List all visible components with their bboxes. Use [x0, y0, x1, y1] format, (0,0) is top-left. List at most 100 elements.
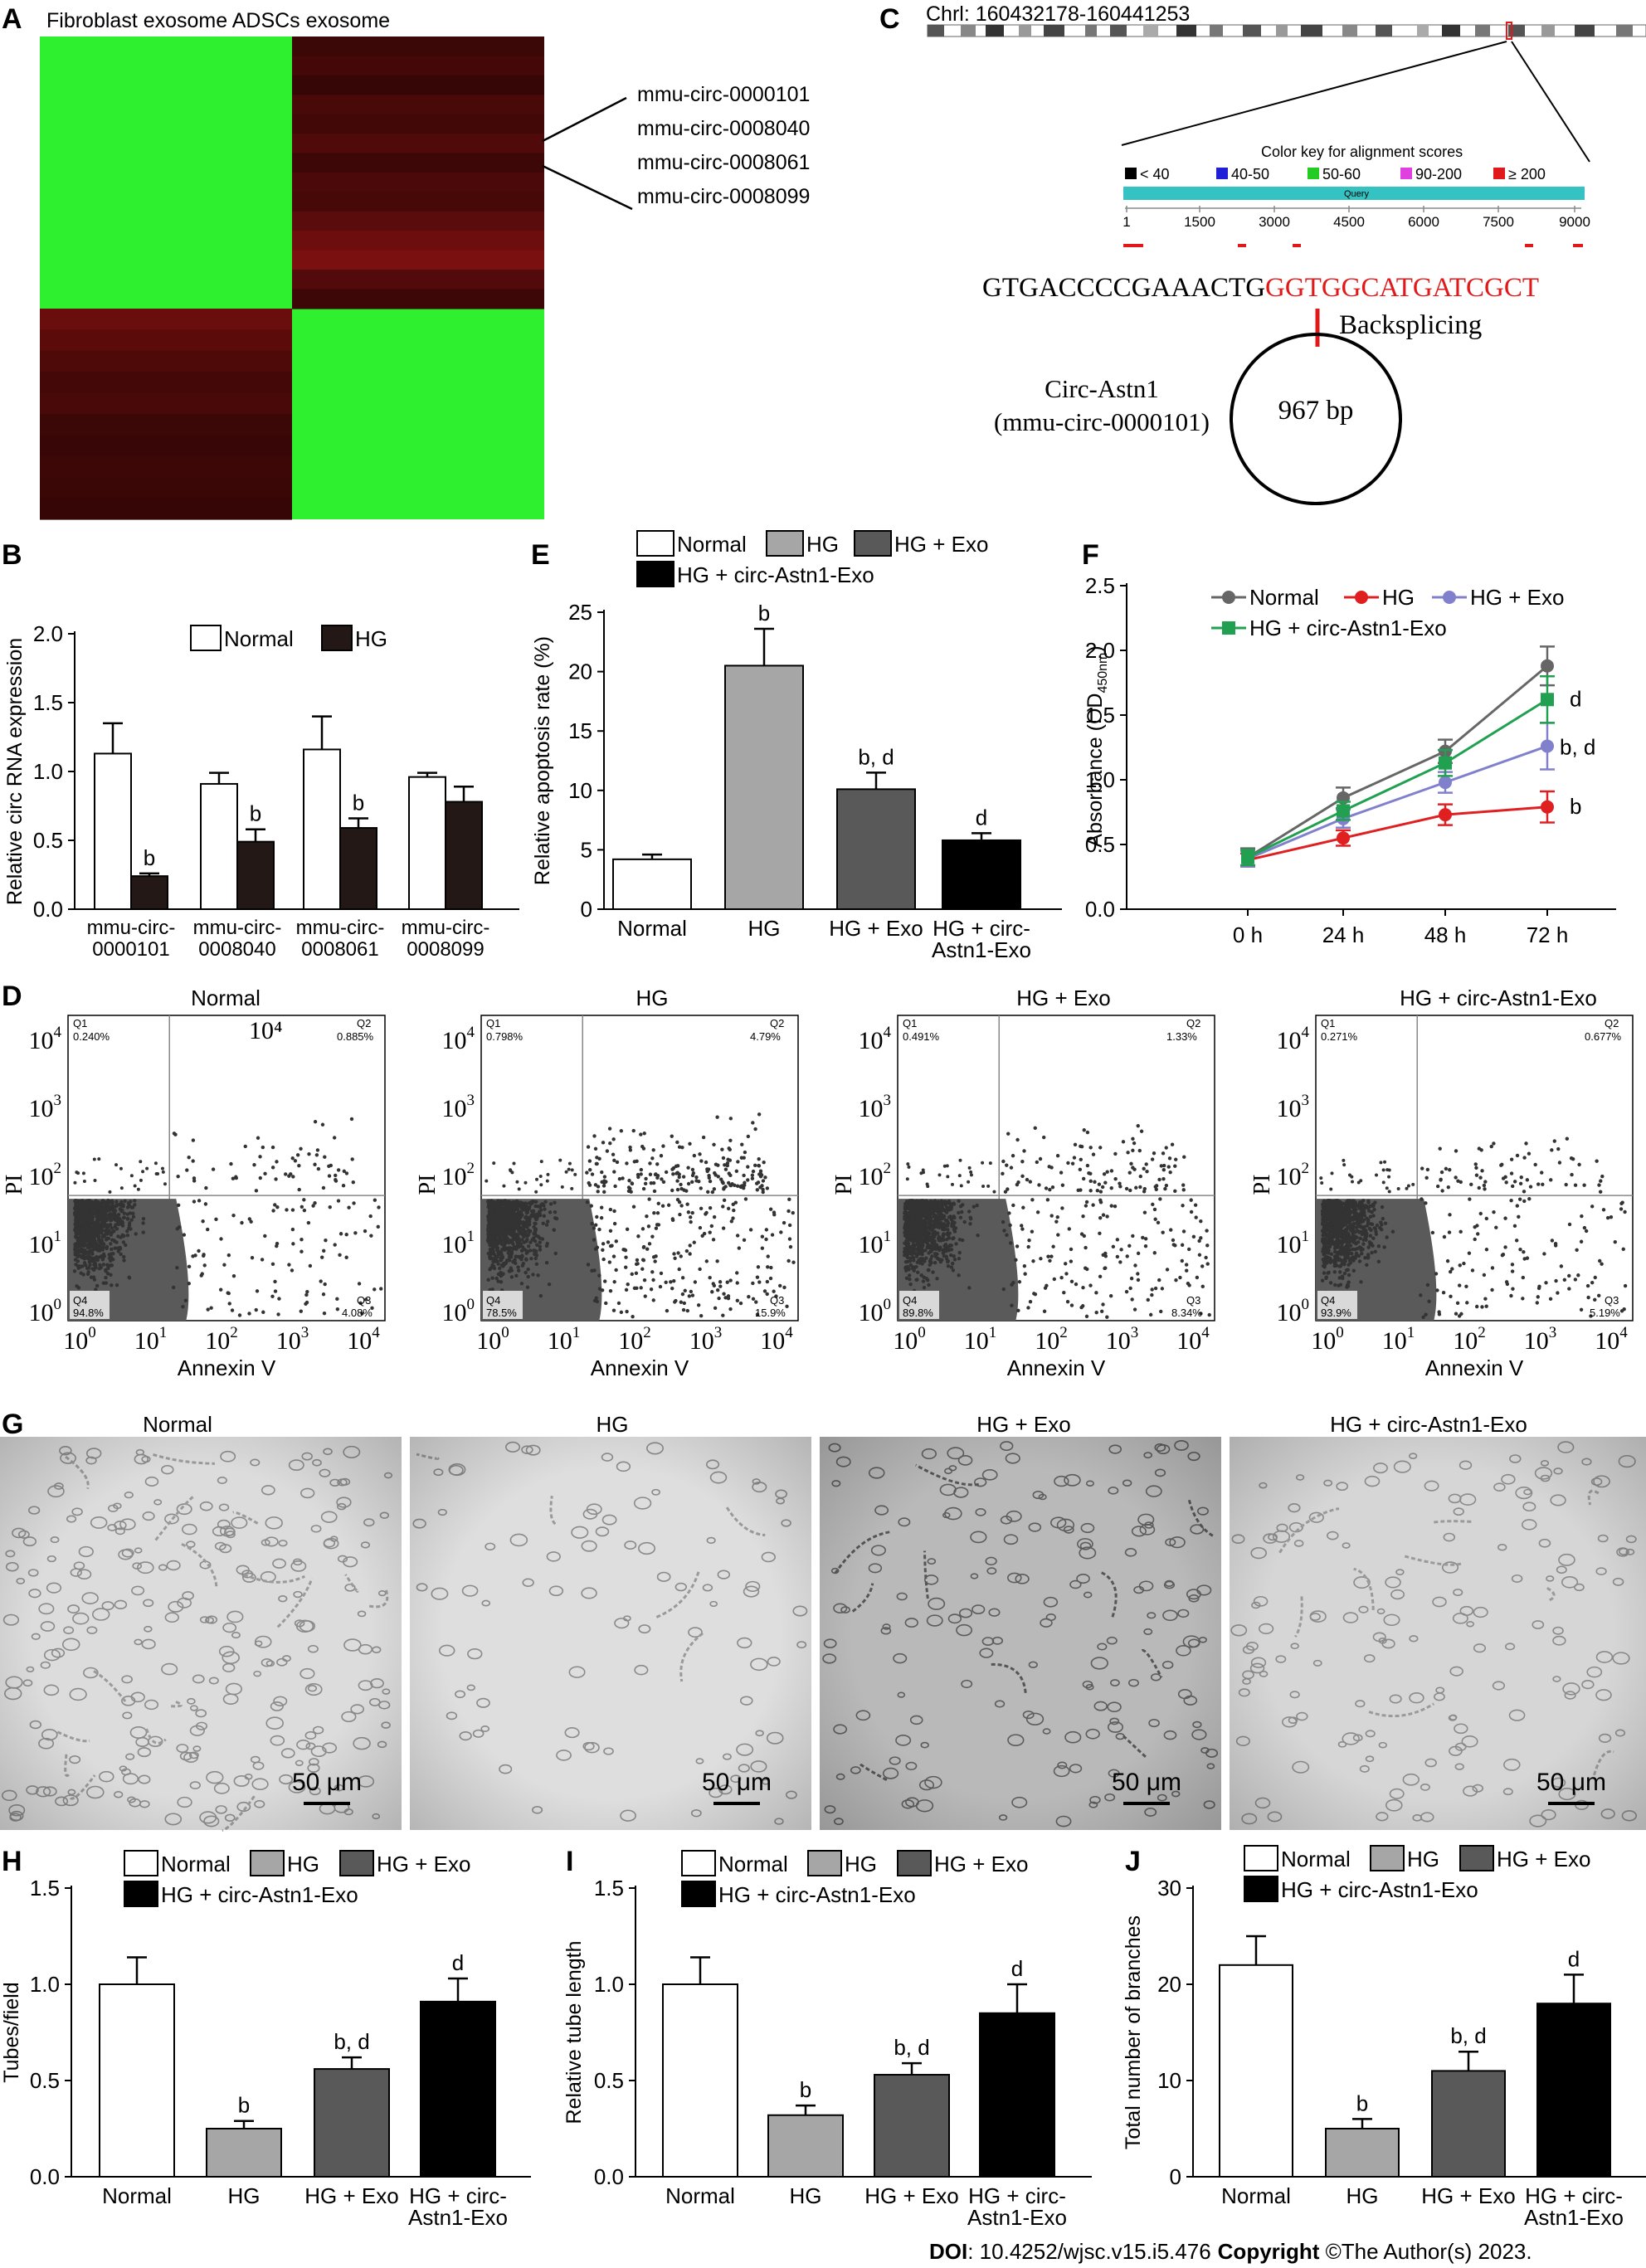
flow-event — [1062, 1290, 1066, 1295]
flow-event — [653, 1259, 657, 1263]
flow-event — [643, 1294, 647, 1298]
flow-event — [1161, 1177, 1166, 1181]
significance-label: d — [1570, 686, 1581, 711]
flow-event — [1108, 1293, 1113, 1298]
flow-event — [1060, 1183, 1065, 1187]
flow-event — [490, 1287, 494, 1292]
flow-event — [82, 1261, 87, 1265]
flow-event — [134, 1232, 138, 1236]
flow-event — [943, 1244, 948, 1248]
flow-event — [1200, 1284, 1205, 1289]
flow-event — [535, 1243, 539, 1247]
flow-event — [953, 1226, 958, 1230]
flow-event — [254, 1189, 259, 1193]
flow-event — [541, 1221, 546, 1226]
flow-event — [686, 1166, 690, 1170]
flow-event — [1020, 1224, 1024, 1228]
flow-event — [332, 1136, 337, 1140]
flow-event — [923, 1204, 928, 1209]
heatmap-leader-line-1 — [542, 96, 627, 143]
flow-event — [1098, 1190, 1103, 1194]
flow-event — [904, 1239, 908, 1243]
flow-event — [1332, 1257, 1337, 1262]
flow-event — [1146, 1297, 1150, 1302]
flow-event — [595, 1156, 599, 1160]
tick-exponent: 1 — [989, 1324, 997, 1341]
flow-event — [373, 1287, 377, 1292]
flow-event — [601, 1257, 606, 1262]
flow-event — [1329, 1252, 1334, 1256]
flow-event — [628, 1145, 632, 1150]
flow-event — [181, 1304, 185, 1309]
flow-event — [519, 1214, 523, 1219]
flow-event — [532, 1248, 536, 1253]
flow-event — [661, 1180, 666, 1184]
tick-exponent: 3 — [301, 1324, 309, 1341]
flow-event — [358, 1301, 363, 1306]
chromosome-band — [1376, 25, 1392, 37]
flow-event — [1048, 1258, 1052, 1263]
flow-event — [1091, 1152, 1096, 1156]
category-label: Astn1-Exo — [1524, 2205, 1624, 2230]
flow-event — [88, 1263, 92, 1268]
bar — [94, 752, 132, 910]
flow-event — [680, 1145, 684, 1150]
flow-event — [1320, 1278, 1325, 1282]
tick-exponent: 1 — [884, 1228, 892, 1245]
flow-event — [357, 1282, 362, 1286]
flow-event — [98, 1263, 102, 1268]
flow-event — [295, 1153, 300, 1157]
flow-event — [1152, 1251, 1157, 1255]
flow-event — [567, 1161, 572, 1166]
flow-event — [290, 1156, 295, 1161]
heatmap-row — [40, 329, 292, 352]
flow-event — [487, 1202, 491, 1207]
flow-event — [906, 1162, 910, 1166]
flow-event — [726, 1206, 731, 1211]
flow-event — [90, 1216, 95, 1221]
flow-event — [952, 1253, 956, 1258]
flow-event — [927, 1237, 931, 1241]
flow-event — [554, 1216, 559, 1221]
flow-event — [291, 1175, 295, 1179]
flow-event — [636, 1172, 640, 1177]
alignment-hit — [1293, 244, 1301, 247]
flow-event — [80, 1254, 84, 1258]
flow-event — [1181, 1183, 1186, 1187]
flow-event — [1152, 1207, 1157, 1212]
flow-event — [532, 1224, 536, 1229]
flow-event — [511, 1242, 515, 1246]
flow-event — [88, 1226, 93, 1230]
flow-event — [121, 1254, 126, 1259]
flow-event — [677, 1175, 681, 1180]
flow-event — [770, 1233, 775, 1237]
tick-base: 10 — [29, 1231, 54, 1258]
flow-event — [1129, 1276, 1134, 1281]
flow-event — [712, 1187, 717, 1191]
flow-event — [97, 1226, 101, 1231]
y-tick-label: 20 — [568, 659, 592, 684]
flow-event — [524, 1221, 529, 1225]
flow-event — [520, 1253, 524, 1258]
flow-event — [954, 1242, 958, 1246]
y-tick-label: 1.5 — [30, 1876, 60, 1901]
bar — [942, 839, 1021, 910]
category-label: HG — [1347, 2183, 1379, 2208]
flow-event — [928, 1215, 933, 1220]
flow-event — [297, 1163, 301, 1168]
flow-event — [141, 1221, 145, 1225]
flow-event — [903, 1247, 907, 1251]
legend-label: Normal — [1249, 585, 1319, 610]
flow-event — [746, 1165, 750, 1169]
heatmap-title: Fibroblast exosome ADSCs exosome — [46, 9, 390, 32]
flow-event — [664, 1170, 669, 1175]
flow-event — [1087, 1171, 1091, 1175]
flow-event — [957, 1256, 962, 1261]
chromosome-band — [928, 25, 944, 37]
heatmap-row — [40, 372, 292, 394]
flow-event — [688, 1252, 692, 1256]
flow-x-tick-label: 102 — [618, 1324, 651, 1355]
legend-label: HG + circ-Astn1-Exo — [1281, 1877, 1478, 1902]
flow-event — [1154, 1184, 1159, 1188]
flow-event — [499, 1205, 503, 1209]
